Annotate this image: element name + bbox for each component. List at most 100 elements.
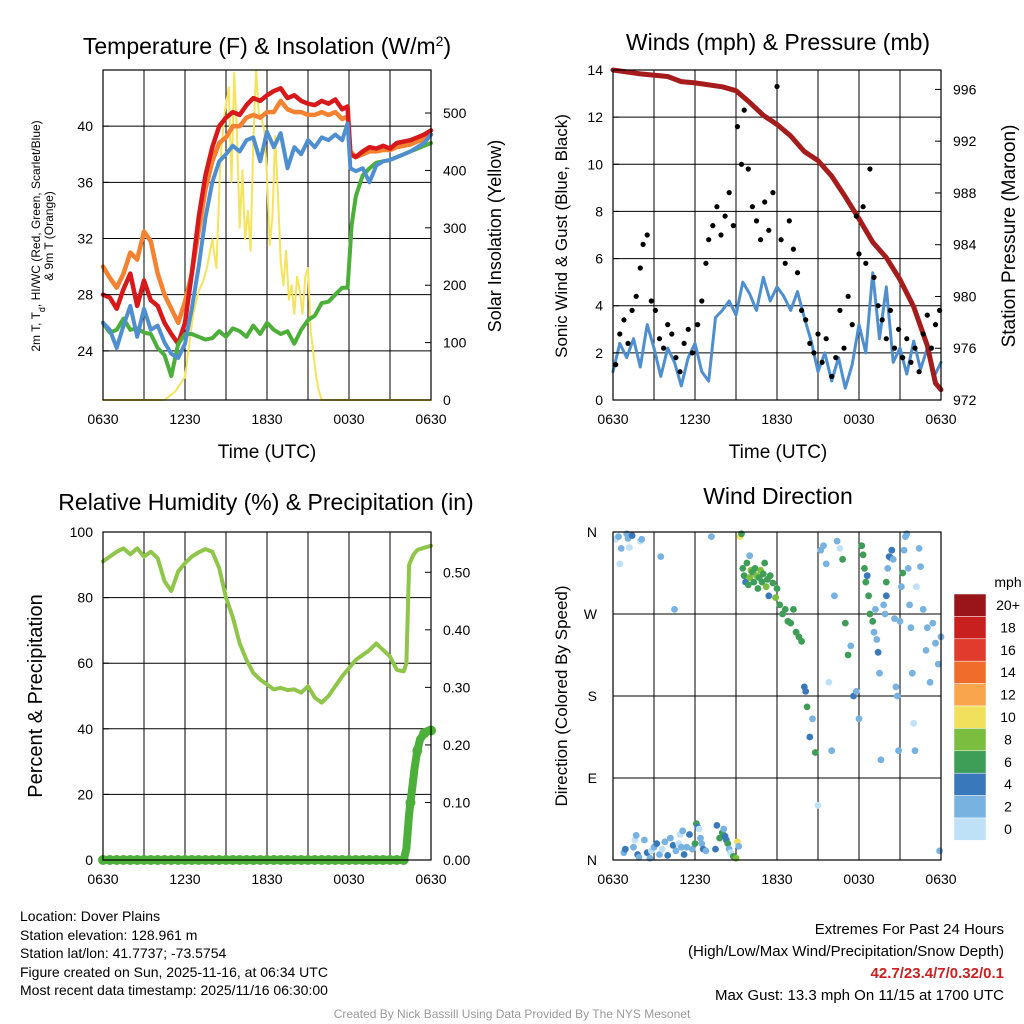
winds-left-tick-label: 6	[595, 251, 603, 267]
winds-gust-point	[837, 307, 843, 313]
winds-left-tick-label: 14	[587, 62, 603, 78]
winds-right-tick-label: 972	[953, 392, 977, 408]
wind-direction-point	[628, 532, 636, 539]
winds-gust-point	[637, 265, 643, 271]
wind-direction-point	[686, 831, 693, 838]
wind-direction-point	[761, 559, 769, 567]
wind-direction-point	[724, 840, 732, 847]
wind-direction-point	[683, 843, 691, 851]
temperature-x-tick-label: 1230	[169, 411, 200, 427]
max-gust: Max Gust: 13.3 mph On 11/15 at 1700 UTC	[714, 987, 1004, 1004]
wind-direction-point	[861, 565, 868, 572]
winds-gust-point	[819, 359, 825, 365]
wind-direction-point	[617, 545, 625, 552]
legend-swatch	[953, 616, 987, 640]
winds-gust-point	[726, 190, 732, 196]
legend-swatch	[953, 795, 987, 819]
winds-gust-point	[669, 331, 675, 337]
winds-left-axis-label: Sonic Wind & Gust (Blue, Black)	[552, 114, 571, 358]
wind-direction-point	[746, 552, 754, 560]
winds-gust-point	[916, 369, 922, 375]
temperature-x-tick-label: 1830	[251, 411, 282, 427]
winds-gust-point	[758, 237, 764, 243]
wind-direction-point	[880, 601, 887, 609]
winds-gust-point	[718, 232, 724, 238]
winds-gust-point	[762, 199, 768, 205]
temperature-right-tick-label: 200	[443, 277, 467, 293]
winds-left-tick-label: 12	[587, 109, 603, 125]
wind-direction-point	[906, 601, 913, 609]
winds-gust-point	[778, 237, 784, 243]
wind-direction-point	[859, 551, 867, 559]
winds-left-tick-label: 8	[595, 203, 603, 219]
winds-gust-point	[891, 345, 898, 351]
winds-gust-point	[853, 213, 859, 219]
winds-plot-border	[612, 69, 942, 401]
wind-direction-point	[630, 843, 637, 851]
winds-gust-point	[625, 340, 631, 346]
wind-direction-point	[712, 845, 719, 853]
legend-swatch	[953, 750, 987, 774]
wind-direction-point	[765, 592, 773, 600]
wind-direction-point	[892, 683, 900, 691]
wind-direction-point	[713, 822, 721, 829]
wind-direction-point	[766, 572, 774, 580]
wind-direction-point	[667, 834, 674, 842]
station-location: Location: Dover Plains	[20, 908, 161, 924]
winds-gust-point	[640, 241, 646, 247]
wind-direction-x-tick-label: 1830	[761, 871, 792, 887]
winds-gust-point	[928, 345, 935, 351]
wind-direction-point	[809, 715, 816, 723]
legend-swatch	[953, 817, 987, 841]
winds-gust-point	[782, 260, 788, 266]
wind-direction-point	[695, 825, 703, 833]
wind-direction-point	[915, 545, 923, 552]
wind-direction-point	[926, 678, 934, 686]
winds-gust-point	[871, 274, 877, 280]
temperature-left-tick-label: 40	[77, 118, 93, 134]
wind-direction-point	[874, 648, 882, 656]
temperature-series-green-line	[101, 141, 433, 379]
wind-direction-point	[917, 563, 924, 570]
winds-gust-point	[741, 107, 747, 113]
wind-direction-point	[910, 719, 918, 727]
winds-gust-point	[629, 307, 635, 313]
winds-gust-point	[652, 307, 659, 313]
winds-title: Winds (mph) & Pressure (mb)	[626, 29, 930, 55]
wind-direction-point	[744, 581, 752, 589]
wind-direction-point	[759, 570, 767, 578]
winds-gust-point	[734, 124, 741, 130]
wind-direction-point	[929, 619, 937, 627]
wind-direction-point	[898, 583, 905, 591]
humidity-x-tick-label: 0030	[333, 871, 364, 887]
winds-gust-point	[867, 166, 873, 172]
wind-direction-point	[787, 619, 795, 627]
wind-direction-point	[882, 592, 890, 600]
winds-gust-point	[613, 362, 619, 368]
temperature-x-tick-label: 0630	[87, 411, 118, 427]
winds-left-tick-label: 0	[595, 392, 603, 408]
winds-gust-point	[920, 331, 926, 337]
wind-direction-point	[877, 756, 885, 764]
winds-gust-point	[633, 293, 639, 299]
winds-right-tick-label: 984	[953, 237, 977, 253]
legend-label: 0	[1004, 821, 1012, 837]
winds-gust-point	[841, 345, 847, 351]
winds-gust-point	[648, 298, 654, 304]
wind-direction-point	[839, 555, 846, 563]
wind-direction-point	[702, 847, 710, 855]
wind-direction-point	[653, 840, 661, 847]
temperature-series-blue-line	[101, 121, 433, 360]
wind-direction-point	[841, 619, 849, 627]
legend-swatch	[953, 593, 987, 617]
humidity-left-tick-label: 0	[85, 852, 93, 868]
temperature-right-tick-label: 0	[443, 392, 451, 408]
winds-right-tick-label: 976	[953, 340, 977, 356]
wind-direction-x-tick-label: 1230	[679, 871, 710, 887]
wind-direction-point	[751, 565, 759, 572]
legend-swatch	[953, 728, 987, 752]
humidity-right-tick-label: 0.40	[443, 622, 470, 638]
winds-x-tick-label: 0030	[843, 411, 874, 427]
credit-line: Created By Nick Bassill Using Data Provi…	[333, 1007, 691, 1021]
wind-direction-point	[882, 578, 890, 586]
